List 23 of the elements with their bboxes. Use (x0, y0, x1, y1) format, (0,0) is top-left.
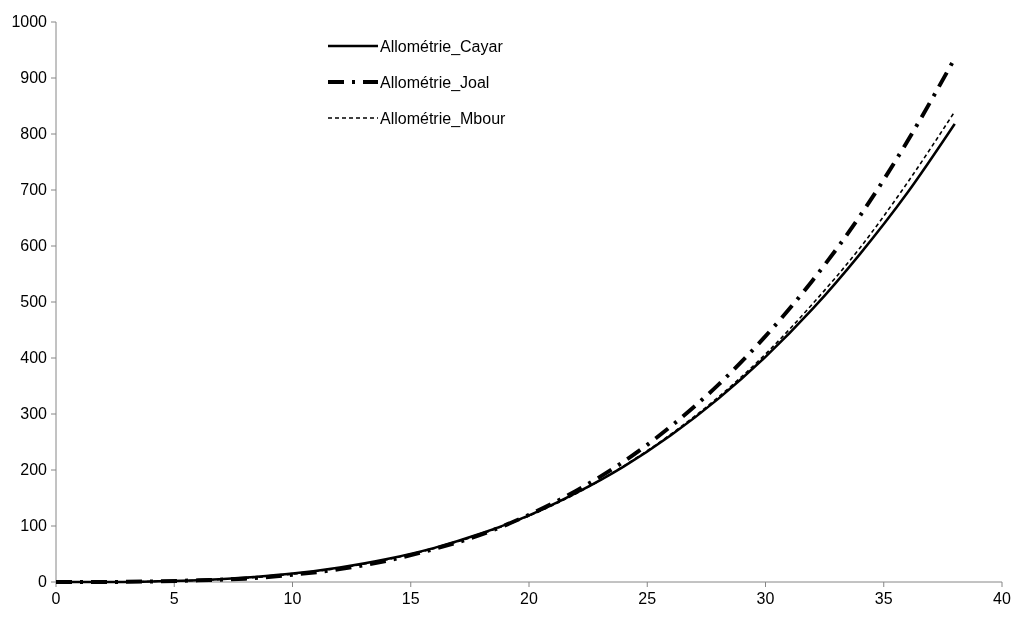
x-tick-label: 20 (520, 590, 538, 607)
x-tick-label: 0 (51, 590, 61, 607)
x-tick-label: 30 (756, 590, 775, 607)
x-tick-label: 35 (874, 590, 893, 607)
y-tick-label: 800 (20, 125, 48, 142)
y-tick-label: 500 (20, 293, 48, 310)
x-tick-label: 5 (169, 590, 179, 607)
y-tick-label: 600 (20, 237, 48, 254)
x-tick-label: 40 (993, 590, 1011, 607)
y-tick-label: 100 (20, 517, 48, 534)
x-tick-label: 15 (401, 590, 420, 607)
y-tick-label: 900 (20, 69, 48, 86)
legend-label: Allométrie_Cayar (380, 38, 504, 56)
y-tick-label: 200 (20, 461, 48, 478)
y-tick-label: 1000 (11, 13, 48, 30)
y-tick-label: 0 (38, 573, 48, 590)
y-tick-label: 300 (20, 405, 48, 422)
x-tick-label: 10 (283, 590, 302, 607)
x-tick-label: 25 (638, 590, 657, 607)
y-tick-label: 700 (20, 181, 48, 198)
y-tick-label: 400 (20, 349, 48, 366)
legend-label: Allométrie_Joal (380, 74, 490, 92)
legend-label: Allométrie_Mbour (380, 110, 507, 128)
